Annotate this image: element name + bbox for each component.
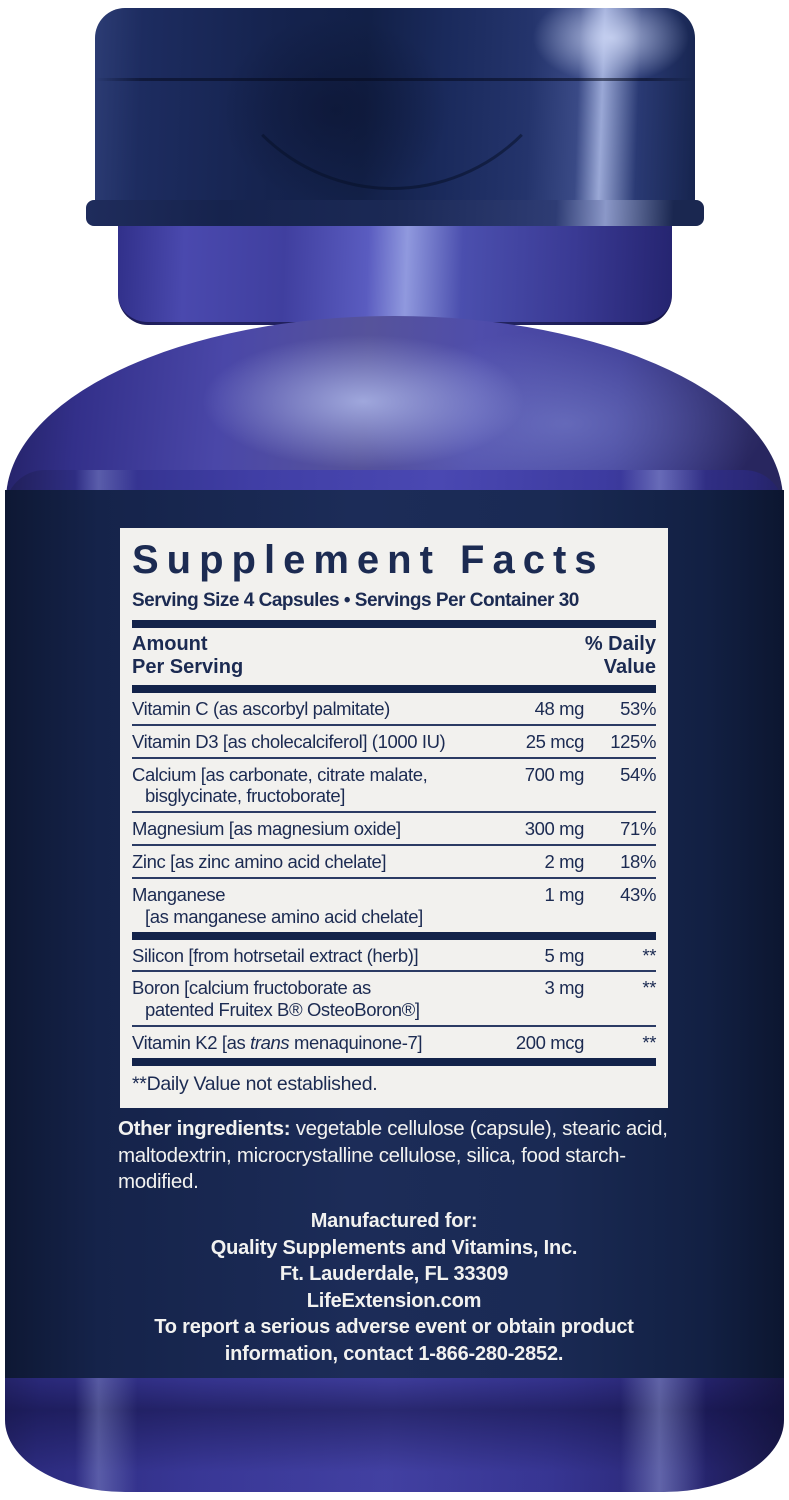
column-header-row: Amount Per Serving % Daily Value xyxy=(132,628,656,685)
nutrient-row: Vitamin D3 [as cholecalciferol] (1000 IU… xyxy=(132,723,656,757)
other-ingredients: Other ingredients: vegetable cellulose (… xyxy=(118,1116,676,1196)
nutrient-rows-secondary: Silicon [from hotrsetail extract (herb)]… xyxy=(132,940,656,1058)
nutrient-daily-value: 125% xyxy=(610,730,656,752)
manufacturer-block: Manufactured for: Quality Supplements an… xyxy=(109,1208,679,1368)
nutrient-daily-value: 18% xyxy=(620,851,656,873)
serving-size-line: Serving Size 4 Capsules • Servings Per C… xyxy=(132,590,579,611)
manufacturer-name: Quality Supplements and Vitamins, Inc. xyxy=(210,1236,578,1259)
nutrient-rows-primary: Vitamin C (as ascorbyl palmitate) 48 mg 53… xyxy=(132,693,656,932)
nutrient-daily-value: 71% xyxy=(620,818,656,840)
nutrient-daily-value: ** xyxy=(642,1032,656,1054)
divider-thick xyxy=(132,685,656,693)
adverse-event-contact: To report a serious adverse event or obt… xyxy=(154,1316,634,1365)
nutrient-name: Vitamin D3 [as cholecalciferol] (1000 IU… xyxy=(132,730,446,752)
nutrient-name: Silicon [from hotrsetail extract (herb)] xyxy=(132,944,419,966)
daily-value-header: % Daily Value xyxy=(584,633,656,678)
manufactured-for-line: Manufactured for: xyxy=(310,1210,478,1232)
amount-per-serving-header: Amount Per Serving xyxy=(132,633,244,678)
nutrient-row: Zinc [as zinc amino acid chelate] 2 mg 18% xyxy=(132,844,656,877)
nutrient-name: Zinc [as zinc amino acid chelate] xyxy=(132,851,387,873)
panel-title: Supplement Facts xyxy=(132,538,605,582)
bottle-cap-lip xyxy=(86,200,704,226)
nutrient-row: Vitamin C (as ascorbyl palmitate) 48 mg 53… xyxy=(132,693,656,724)
nutrient-amount: 48 mg xyxy=(534,698,585,719)
nutrient-name: Boron [calcium fructoborate as patented … xyxy=(132,977,420,1021)
nutrient-name: Manganese [as manganese amino acid chela… xyxy=(132,883,423,927)
other-ingredients-lead: Other ingredients: xyxy=(118,1117,291,1140)
divider-thick xyxy=(132,931,656,940)
nutrient-row: Vitamin K2 [as trans menaquinone-7] 200 m… xyxy=(132,1025,656,1058)
other-ingredients-text: vegetable cellulose (capsule), stearic a… xyxy=(118,1117,668,1194)
nutrient-daily-value: 53% xyxy=(620,698,656,719)
nutrient-name: Vitamin C (as ascorbyl palmitate) xyxy=(132,698,390,719)
nutrient-amount: 2 mg xyxy=(544,851,584,873)
nutrient-daily-value: 43% xyxy=(620,883,656,905)
nutrient-row: Magnesium [as magnesium oxide] 300 mg 71% xyxy=(132,811,656,844)
bottle-cap xyxy=(95,8,695,220)
nutrient-amount: 700 mg xyxy=(524,763,585,785)
supplement-facts-panel: Supplement Facts Serving Size 4 Capsules… xyxy=(120,528,668,1108)
daily-value-footnote: **Daily Value not established. xyxy=(132,1072,378,1095)
nutrient-row: Boron [calcium fructoborate as patented … xyxy=(132,970,656,1025)
nutrient-row: Silicon [from hotrsetail extract (herb)]… xyxy=(132,940,656,971)
nutrient-row: Calcium [as carbonate, citrate malate, b… xyxy=(132,756,656,812)
divider-thick xyxy=(132,1057,656,1066)
manufacturer-website: LifeExtension.com xyxy=(306,1289,482,1312)
nutrient-amount: 1 mg xyxy=(544,883,584,905)
divider-thick xyxy=(132,620,656,628)
nutrient-daily-value: ** xyxy=(642,977,656,999)
nutrient-daily-value: ** xyxy=(642,944,656,966)
nutrient-amount: 300 mg xyxy=(524,818,585,840)
nutrient-row: Manganese [as manganese amino acid chela… xyxy=(132,876,656,932)
manufacturer-address: Ft. Lauderdale, FL 33309 xyxy=(279,1263,509,1286)
bottle-neck xyxy=(118,226,672,325)
nutrient-daily-value: 54% xyxy=(620,763,656,785)
nutrient-name: Vitamin K2 [as trans menaquinone-7] xyxy=(132,1032,423,1054)
nutrient-name: Calcium [as carbonate, citrate malate, b… xyxy=(132,763,428,807)
nutrient-amount: 25 mcg xyxy=(525,730,585,752)
nutrient-amount: 3 mg xyxy=(544,977,584,999)
nutrient-amount: 5 mg xyxy=(544,944,584,966)
nutrient-amount: 200 mcg xyxy=(515,1032,585,1054)
nutrient-name: Magnesium [as magnesium oxide] xyxy=(132,818,401,840)
